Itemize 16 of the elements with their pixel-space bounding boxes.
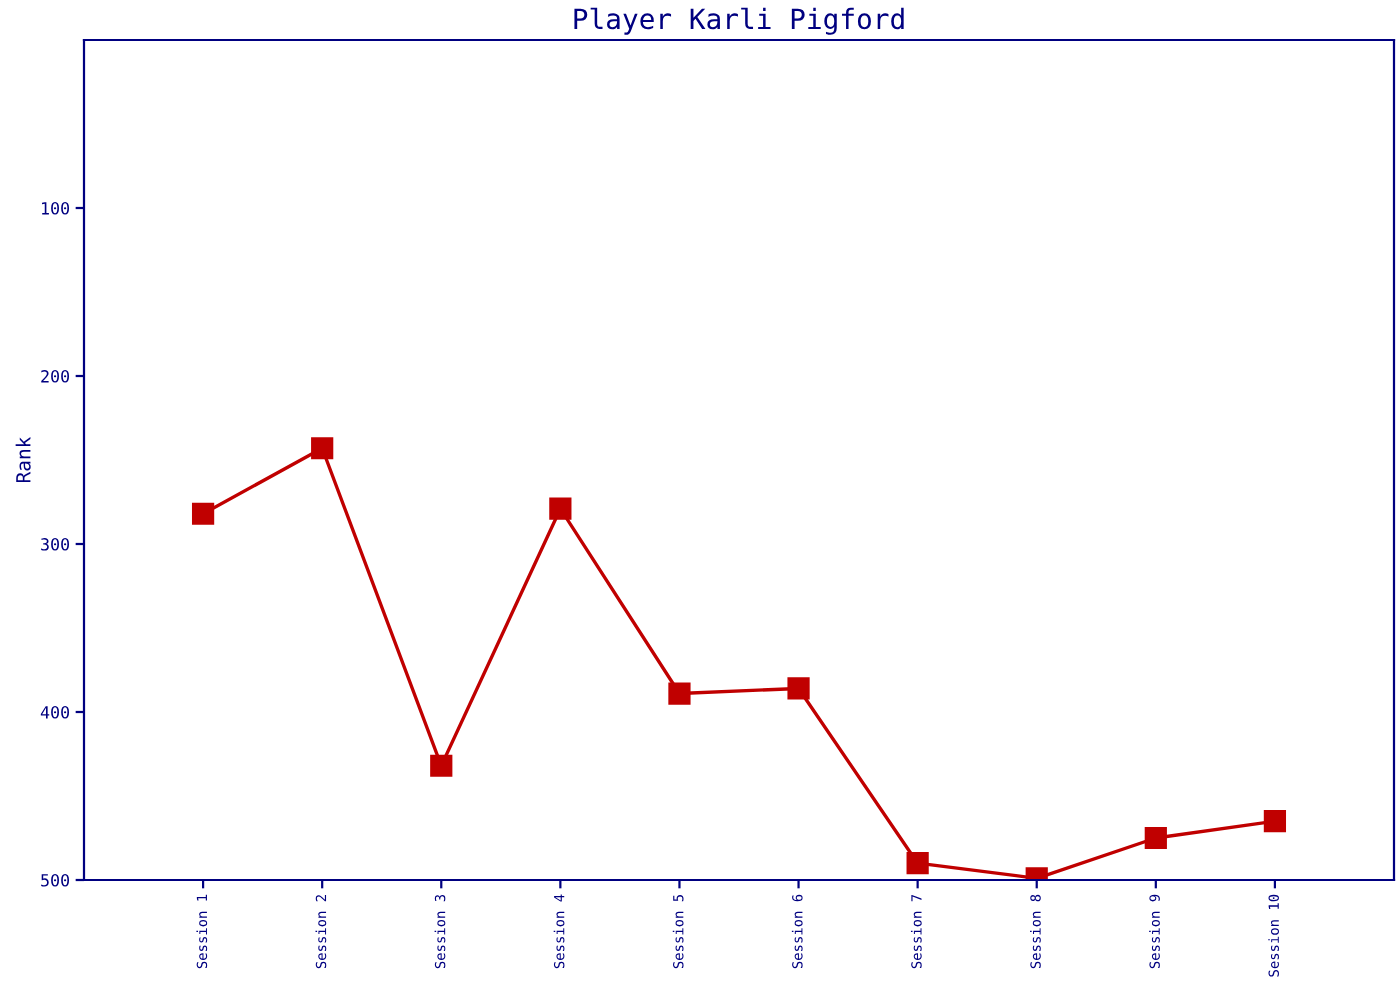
- y-tick-label: 200: [41, 370, 70, 383]
- y-tick-label: 500: [41, 874, 70, 887]
- point: [787, 677, 810, 700]
- point: [430, 754, 453, 777]
- y-axis-title: Rank: [15, 436, 31, 483]
- y-tick-label: 400: [40, 706, 70, 719]
- point: [311, 437, 334, 460]
- point: [549, 497, 572, 520]
- point: [1263, 810, 1287, 833]
- point: [191, 502, 215, 525]
- y-tick-label: 100: [42, 202, 70, 215]
- chart-title: Player Karli Pigford: [574, 7, 904, 35]
- point: [1144, 826, 1167, 850]
- point: [668, 682, 691, 705]
- point: [906, 852, 929, 875]
- y-tick-label: 300: [41, 538, 70, 551]
